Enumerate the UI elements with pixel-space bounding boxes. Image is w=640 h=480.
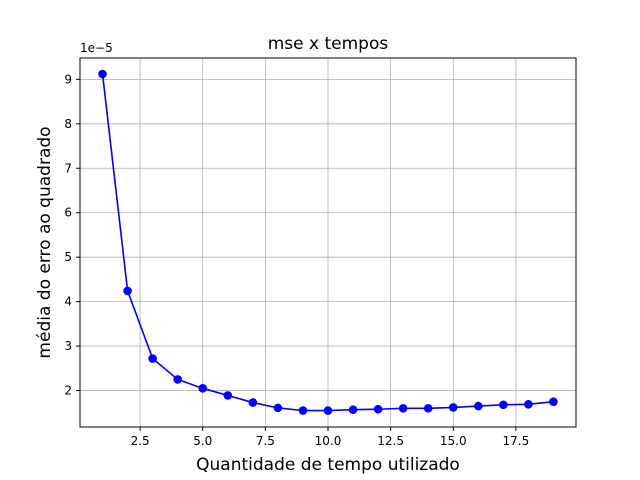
data-point xyxy=(524,400,533,409)
grid-lines xyxy=(80,58,576,427)
data-point xyxy=(248,398,258,407)
data-point xyxy=(298,406,308,415)
data-point xyxy=(198,384,208,393)
y-tick-label: 3 xyxy=(64,339,72,353)
x-tick-label: 10.0 xyxy=(315,434,342,448)
data-point xyxy=(323,406,333,415)
data-point xyxy=(474,401,483,411)
data-point xyxy=(98,69,107,79)
y-tick-label: 7 xyxy=(64,161,72,175)
data-point xyxy=(223,391,233,400)
y-tick-label: 9 xyxy=(64,72,72,86)
data-point xyxy=(148,354,157,363)
x-tick-label: 2.5 xyxy=(131,434,150,448)
x-tick-label: 12.5 xyxy=(377,434,404,448)
y-tick-label: 4 xyxy=(64,295,72,309)
x-tick-label: 5.0 xyxy=(193,434,212,448)
y-axis-label: média do erro ao quadrado xyxy=(35,126,55,358)
data-point xyxy=(423,404,433,413)
axis-ticks: 2.5 5.0 7.5 10.0 12.5 15.0 17.5 2 3 4 5 6 7 8 9 xyxy=(64,72,529,448)
x-axis-label: Quantidade de tempo utilizado xyxy=(196,455,460,475)
data-point xyxy=(273,403,283,413)
data-point xyxy=(499,400,508,410)
x-tick-label: 15.0 xyxy=(440,434,467,448)
y-tick-label: 2 xyxy=(64,384,72,398)
data-series xyxy=(98,69,558,415)
data-point xyxy=(398,404,408,413)
data-point xyxy=(123,286,132,296)
data-point xyxy=(348,405,358,414)
data-point xyxy=(373,404,383,414)
x-tick-label: 7.5 xyxy=(256,434,275,448)
data-point xyxy=(448,403,458,412)
data-point xyxy=(173,375,182,384)
data-point xyxy=(549,397,558,406)
x-tick-label: 17.5 xyxy=(503,434,530,448)
y-offset-label: 1e−5 xyxy=(80,41,113,55)
y-tick-label: 6 xyxy=(64,206,72,220)
chart-title: mse x tempos xyxy=(268,34,389,54)
y-tick-label: 8 xyxy=(64,117,72,131)
y-tick-label: 5 xyxy=(64,250,72,264)
